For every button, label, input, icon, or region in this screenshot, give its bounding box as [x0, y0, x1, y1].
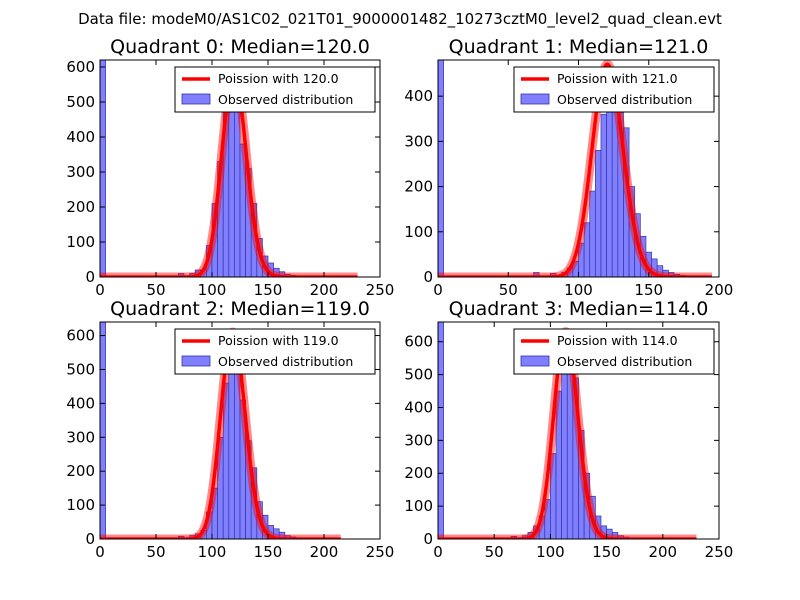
quadrant-2-ytick-label-1: 100	[66, 496, 95, 514]
quadrant-2-xtick-label-3: 150	[254, 543, 283, 561]
quadrant-0-axes-frame	[99, 59, 381, 278]
quadrant-3-ytick-label-4: 400	[404, 398, 433, 416]
quadrant-0-panel: 0 50 100 150 200 250 0 100 200 300 400 500 600 Quadra…	[66, 36, 394, 299]
quadrant-3-title: Quadrant 3: Median=114.0	[449, 298, 709, 320]
quadrant-2-ytick-label-6: 600	[66, 327, 95, 345]
quadrant-3-ytick-label-0: 0	[423, 530, 433, 548]
quadrant-3-ytick-label-5: 500	[404, 366, 433, 384]
quadrant-2-ytick-label-3: 300	[66, 428, 95, 446]
quadrant-1-ytick-label-2: 200	[404, 178, 433, 196]
quadrant-3-legend-box	[513, 328, 715, 375]
quadrant-1-bar-0	[438, 60, 444, 277]
quadrant-1-bar-11	[606, 91, 613, 277]
quadrant-1-xtick-label-2: 100	[564, 281, 593, 299]
quadrant-1-xtick-label-0: 0	[433, 281, 443, 299]
quadrant-0-xtick-label-4: 200	[310, 281, 339, 299]
quadrant-3-ytick-label-2: 200	[404, 464, 433, 482]
quadrant-3-ytick-label-1: 100	[404, 497, 433, 515]
quadrant-2-ytick-label-0: 0	[85, 530, 95, 548]
quadrant-0-ytick-label-5: 500	[66, 93, 95, 111]
quadrant-3-legend-label-poisson: Poission with 114.0	[557, 333, 678, 348]
figure-suptitle: Data file: modeM0/AS1C02_021T01_90000014…	[78, 10, 722, 29]
quadrant-0-xtick-label-2: 100	[198, 281, 227, 299]
quadrant-1-legend: Poission with 121.0 Observed distribution	[513, 66, 715, 113]
quadrant-2-panel: 0 50 100 150 200 250 0 100 200 300 400 500 600 Quadra…	[66, 298, 394, 561]
quadrant-2-xtick-label-5: 250	[366, 543, 395, 561]
quadrant-2-title: Quadrant 2: Median=119.0	[110, 298, 370, 320]
quadrant-2-legend-box	[174, 328, 376, 375]
quadrant-1-panel: 0 50 100 150 200 0 100 200 300 400 Quadrant 1: Med…	[404, 36, 733, 299]
quadrant-1-legend-box	[513, 66, 715, 113]
quadrant-0-xtick-label-0: 0	[95, 281, 105, 299]
quadrant-3-axes-frame	[437, 321, 720, 540]
quadrant-3-xtick-label-4: 200	[648, 543, 677, 561]
quadrant-2-ytick-label-2: 200	[66, 462, 95, 480]
quadrant-2-axes-frame	[99, 321, 381, 540]
quadrant-3-ytick-label-6: 600	[404, 333, 433, 351]
quadrant-2-ytick-label-4: 400	[66, 394, 95, 412]
quadrant-0-ytick-label-1: 100	[66, 233, 95, 251]
quadrant-3-legend-bar-swatch	[520, 355, 550, 367]
quadrant-0-xtick-label-3: 150	[254, 281, 283, 299]
quadrant-3-bar-0	[438, 322, 444, 539]
quadrant-1-ytick-label-1: 100	[404, 223, 433, 241]
quadrant-0-ytick-label-4: 400	[66, 128, 95, 146]
quadrant-2-bar-0	[100, 322, 106, 539]
quadrant-3-legend: Poission with 114.0 Observed distribution	[513, 328, 715, 375]
quadrant-2-xtick-label-0: 0	[95, 543, 105, 561]
quadrant-2-poisson-line	[100, 330, 342, 539]
quadrant-0-xtick-label-1: 50	[146, 281, 165, 299]
quadrant-2-legend-label-poisson: Poission with 119.0	[218, 333, 339, 348]
quadrant-2-xtick-label-4: 200	[310, 543, 339, 561]
quadrant-3-xtick-label-0: 0	[433, 543, 443, 561]
quadrant-2-xtick-label-2: 100	[198, 543, 227, 561]
quadrant-2-xtick-label-1: 50	[146, 543, 165, 561]
quadrant-0-ytick-label-6: 600	[66, 58, 95, 76]
quadrant-3-xtick-label-1: 50	[485, 543, 504, 561]
quadrant-3-xtick-label-2: 100	[536, 543, 565, 561]
quadrant-0-bar-0	[100, 60, 106, 277]
quadrant-1-title: Quadrant 1: Median=121.0	[449, 36, 709, 58]
quadrant-0-xtick-label-5: 250	[366, 281, 395, 299]
quadrant-0-legend-box	[174, 66, 376, 113]
quadrant-2-legend: Poission with 119.0 Observed distribution	[174, 328, 376, 375]
quadrant-0-ytick-label-2: 200	[66, 198, 95, 216]
quadrant-1-ytick-label-0: 0	[423, 268, 433, 286]
quadrant-1-xtick-label-1: 50	[499, 281, 518, 299]
quadrant-2-legend-label-observed: Observed distribution	[218, 354, 353, 369]
quadrant-0-ytick-label-3: 300	[66, 163, 95, 181]
quadrant-2-ytick-label-5: 500	[66, 360, 95, 378]
quadrant-1-legend-label-observed: Observed distribution	[557, 92, 692, 107]
quadrant-3-panel: 0 50 100 150 200 250 0 100 200 300 400 500 600 Quadra…	[404, 298, 733, 561]
quadrant-3-xtick-label-5: 250	[705, 543, 734, 561]
quadrant-1-legend-label-poisson: Poission with 121.0	[557, 71, 678, 86]
quadrant-0-legend-bar-swatch	[181, 93, 211, 105]
panels: 0 50 100 150 200 2500100200300400500600Quadra…	[66, 36, 733, 561]
quadrant-2-legend-bar-swatch	[181, 355, 211, 367]
quadrant-0-legend-label-observed: Observed distribution	[218, 92, 353, 107]
quadrant-0-legend-label-poisson: Poission with 120.0	[218, 71, 339, 86]
quadrant-0-ytick-label-0: 0	[85, 268, 95, 286]
quadrant-0-title: Quadrant 0: Median=120.0	[110, 36, 370, 58]
quadrant-1-ytick-label-4: 400	[404, 87, 433, 105]
quadrant-1-bar-8	[589, 190, 596, 277]
quadrant-1-xtick-label-3: 150	[634, 281, 663, 299]
quadrant-1-ytick-label-3: 300	[404, 132, 433, 150]
quadrant-1-legend-bar-swatch	[520, 93, 550, 105]
quadrant-1-bar-10	[600, 113, 607, 277]
quadrant-0-legend: Poission with 120.0 Observed distribution	[174, 66, 376, 113]
quadrant-3-ytick-label-3: 300	[404, 431, 433, 449]
quadrant-1-xtick-label-4: 200	[705, 281, 734, 299]
quadrant-1-bar-9	[595, 150, 602, 277]
quadrant-3-xtick-label-3: 150	[592, 543, 621, 561]
quadrant-3-legend-label-observed: Observed distribution	[557, 354, 692, 369]
